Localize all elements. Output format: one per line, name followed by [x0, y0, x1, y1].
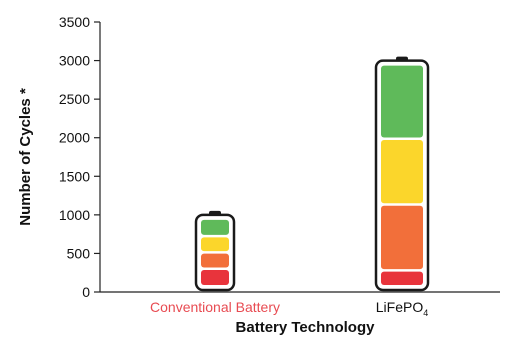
y-tick-label: 500: [67, 245, 91, 261]
battery-bar: [374, 56, 430, 292]
x-axis-title: Battery Technology: [236, 319, 376, 336]
y-tick-label: 2500: [59, 91, 90, 107]
battery-segment: [381, 139, 423, 204]
y-tick-label: 0: [82, 284, 90, 300]
x-tick-label: Conventional Battery: [150, 299, 280, 315]
battery-bar: [194, 210, 236, 292]
battery-segment: [381, 271, 423, 285]
x-tick-label: LiFePO4: [376, 299, 428, 318]
y-ticks: 0 500 1000 1500 2000 2500 3000 3500: [59, 14, 100, 300]
battery-segment: [201, 269, 229, 285]
battery-segment: [381, 205, 423, 270]
bars: [194, 56, 430, 292]
battery-segment: [201, 253, 229, 268]
y-tick-label: 3000: [59, 53, 90, 69]
y-axis-title: Number of Cycles *: [17, 88, 34, 226]
y-tick-label: 2000: [59, 130, 90, 146]
y-tick-label: 3500: [59, 14, 90, 30]
battery-segment: [201, 219, 229, 235]
axes: [99, 22, 500, 293]
y-tick-label: 1500: [59, 168, 90, 184]
y-tick-label: 1000: [59, 207, 90, 223]
battery-segment: [201, 237, 229, 252]
battery-segment: [381, 65, 423, 138]
x-tick-label-subscript: 4: [423, 308, 428, 318]
x-tick-labels: Conventional Battery LiFePO4: [150, 299, 428, 318]
